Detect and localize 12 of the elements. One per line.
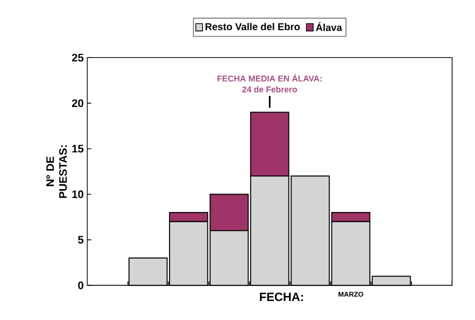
annotation: FECHA MEDIA EN ÁLAVA: [218, 74, 322, 82]
y-axis-title: Nº DE PUESTAS: [46, 145, 67, 198]
y-tick-label: 20 [72, 99, 84, 107]
y-tick-label: 15 [72, 144, 84, 152]
x-axis-title: FECHA: [260, 292, 303, 301]
annotation: 24 de Febrero [242, 86, 297, 92]
y-tick-label: 5 [78, 236, 84, 244]
legend-label: Resto Valle del Ebro [206, 22, 300, 30]
legend-label: Álava [316, 22, 342, 31]
y-tick-label: 10 [72, 190, 84, 198]
y-tick-label: 25 [72, 54, 84, 62]
y-tick-label: 0 [78, 281, 84, 290]
